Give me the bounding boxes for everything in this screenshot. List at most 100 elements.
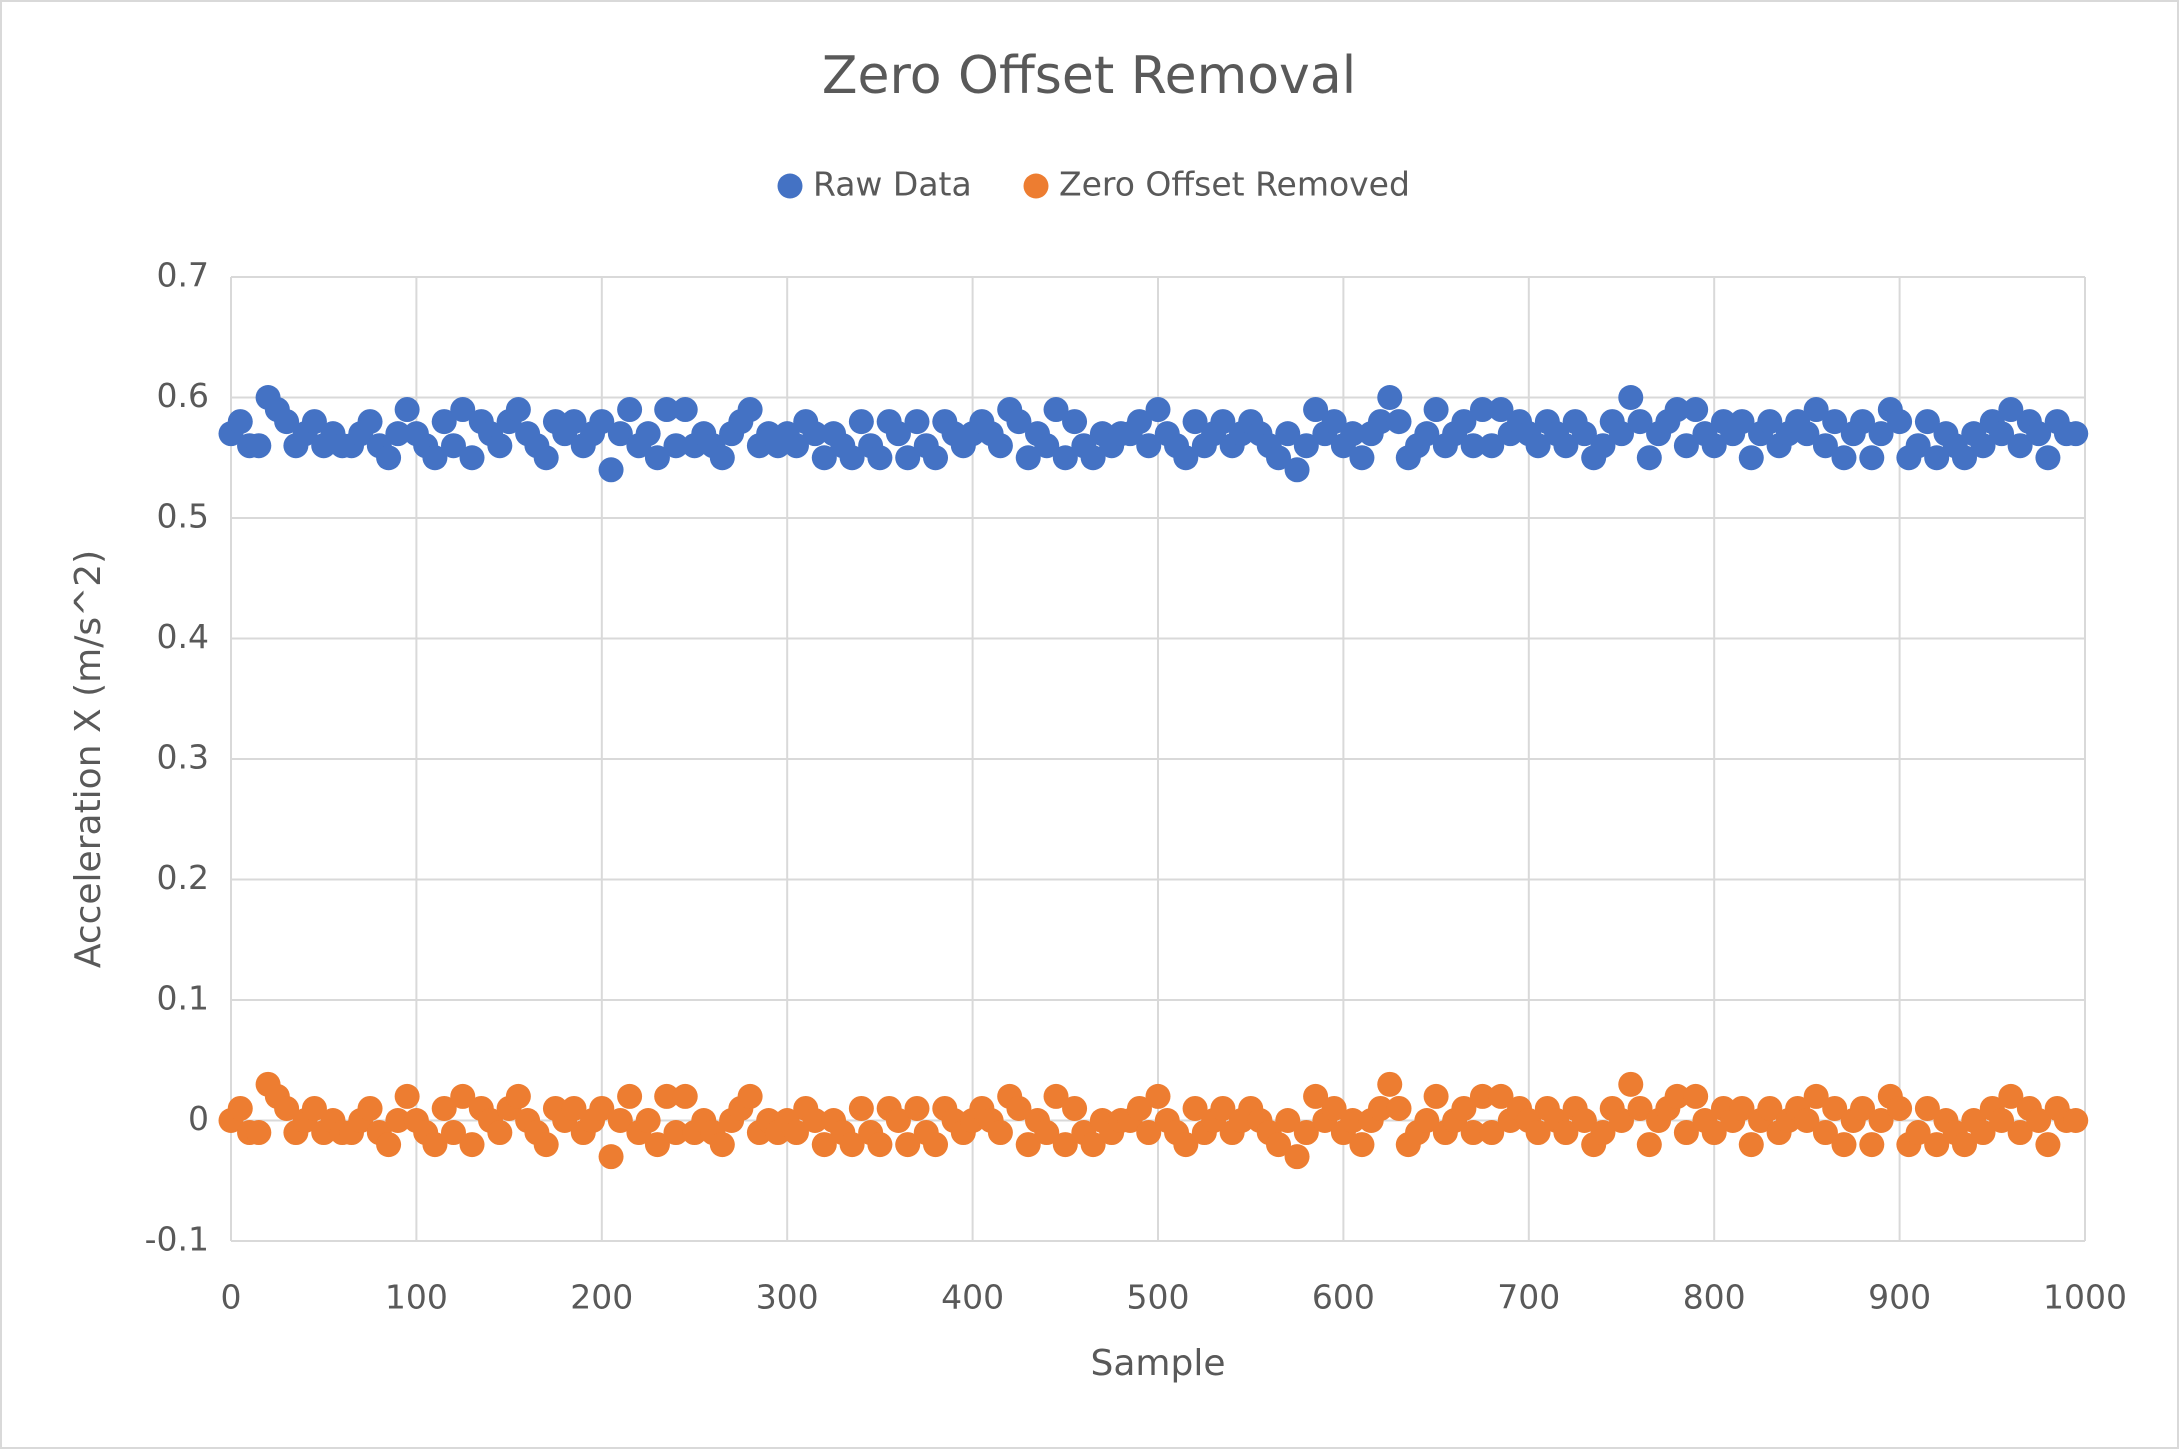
data-point [505, 1083, 531, 1109]
data-point [635, 1108, 661, 1133]
data-point [663, 1120, 689, 1146]
data-point [1636, 1132, 1662, 1158]
data-point [1451, 1095, 1477, 1121]
data-point [1080, 1132, 1106, 1158]
data-point [1571, 1108, 1597, 1133]
data-point [1803, 1083, 1829, 1109]
data-point [1905, 1120, 1931, 1146]
data-point [1609, 1108, 1634, 1133]
data-point [1006, 1095, 1032, 1121]
data-point [1701, 433, 1727, 459]
data-point [1293, 433, 1319, 459]
data-point [1080, 445, 1106, 471]
data-point [301, 409, 327, 435]
data-point [589, 409, 615, 435]
y-axis-label: Acceleration X (m/s^2) [68, 550, 109, 968]
data-point [1182, 409, 1208, 435]
data-point [1034, 433, 1060, 459]
data-point [385, 1108, 411, 1133]
data-point [1822, 1095, 1848, 1121]
data-point [1701, 1120, 1727, 1146]
data-point [904, 409, 930, 435]
data-point [450, 397, 476, 423]
x-tick-label: 900 [1868, 1278, 1931, 1317]
data-point [1062, 1095, 1088, 1121]
data-point [1970, 1120, 1996, 1146]
data-point [1210, 1095, 1236, 1121]
y-tick-label: 0.4 [157, 617, 209, 656]
x-tick-label: 500 [1127, 1278, 1190, 1317]
data-point [1145, 1083, 1171, 1109]
data-point [2063, 421, 2089, 447]
data-point [385, 421, 411, 447]
data-point [1340, 1108, 1366, 1133]
data-point [672, 1083, 698, 1109]
data-point [1590, 433, 1616, 459]
data-point [1006, 409, 1032, 435]
x-tick-label: 600 [1312, 1278, 1375, 1317]
data-point [1062, 409, 1088, 435]
data-point [598, 457, 624, 483]
data-point [1303, 397, 1329, 423]
data-point [1367, 409, 1393, 435]
data-point [802, 421, 828, 447]
y-tick-label: 0.3 [157, 738, 209, 777]
data-point [1553, 433, 1579, 459]
data-point [1914, 409, 1940, 435]
data-point [589, 1095, 615, 1121]
data-point [1043, 397, 1069, 423]
data-point [839, 1132, 865, 1158]
data-point [607, 421, 633, 447]
data-point [561, 409, 587, 435]
data-point [440, 433, 466, 459]
data-point [1173, 445, 1199, 471]
data-point [1488, 397, 1514, 423]
data-point [1618, 1071, 1644, 1097]
data-point [1367, 1095, 1393, 1121]
data-point [1349, 445, 1375, 471]
data-point [904, 1095, 930, 1121]
data-point [301, 1095, 327, 1121]
data-point [1812, 1120, 1838, 1146]
data-point [1738, 445, 1764, 471]
data-point [672, 397, 698, 423]
data-point [1683, 397, 1709, 423]
y-tick-label: 0.2 [157, 858, 209, 897]
data-point [2026, 1108, 2052, 1133]
data-point [1664, 1083, 1690, 1109]
data-point [802, 1108, 828, 1133]
data-point [709, 1132, 735, 1158]
data-point [2007, 1120, 2033, 1146]
data-point [1868, 421, 1894, 447]
y-tick-label: 0.7 [157, 256, 209, 295]
data-point [1905, 433, 1931, 459]
data-point [867, 445, 893, 471]
data-point [617, 397, 643, 423]
data-point [1859, 1132, 1885, 1158]
data-point [607, 1108, 633, 1133]
data-point [1571, 421, 1597, 447]
data-point [274, 409, 300, 435]
data-point [617, 1083, 643, 1109]
data-point [1293, 1120, 1319, 1146]
data-point [1822, 409, 1848, 435]
data-point [1126, 409, 1152, 435]
data-point [1850, 409, 1876, 435]
data-point [654, 1083, 680, 1109]
data-point [1525, 1120, 1551, 1146]
data-point [422, 1132, 448, 1158]
data-point [1414, 421, 1440, 447]
x-tick-label: 800 [1683, 1278, 1746, 1317]
data-point [1126, 1095, 1152, 1121]
data-point [1052, 1132, 1078, 1158]
x-tick-label: 700 [1497, 1278, 1560, 1317]
data-point [1386, 409, 1412, 435]
data-point [1182, 1095, 1208, 1121]
data-point [2007, 433, 2033, 459]
data-point [1627, 1095, 1653, 1121]
data-point [246, 1120, 272, 1146]
data-point [394, 397, 420, 423]
data-point [644, 1132, 670, 1158]
legend-label: Zero Offset Removed [1059, 165, 1410, 204]
data-point [1887, 409, 1913, 435]
